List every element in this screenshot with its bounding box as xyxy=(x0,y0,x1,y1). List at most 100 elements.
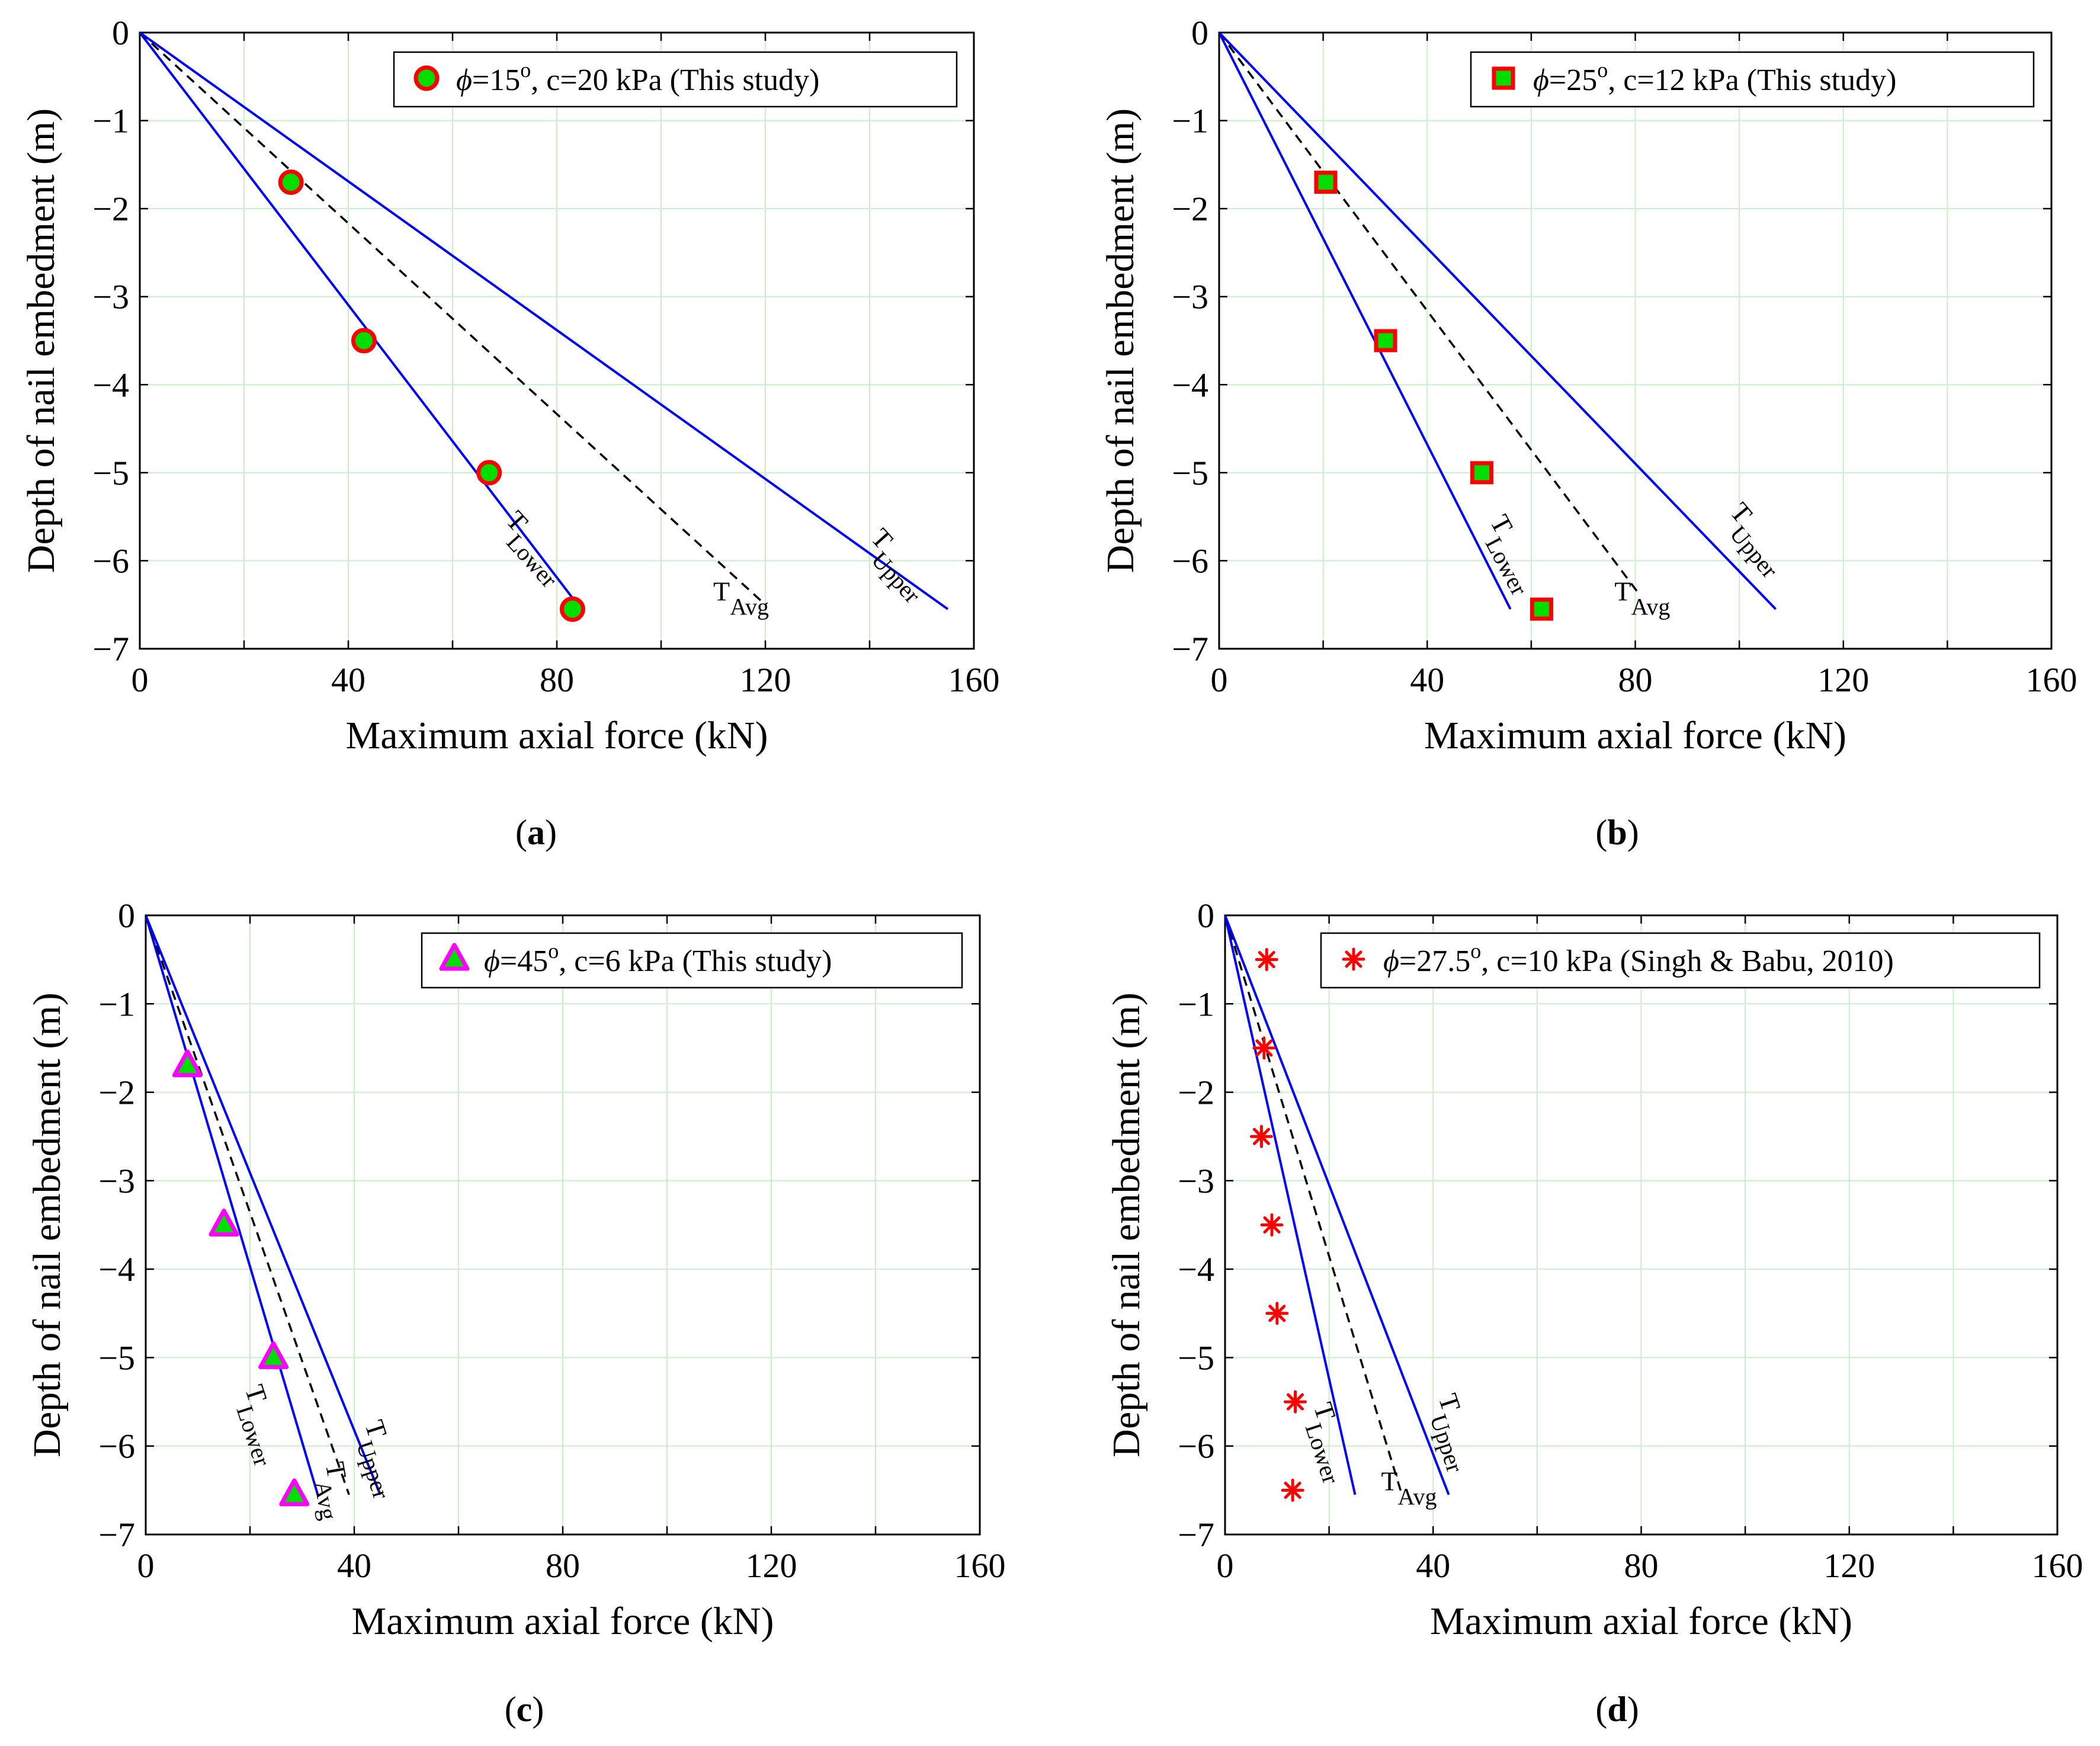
data-point xyxy=(1314,171,1338,194)
phi-symbol: ϕ xyxy=(1383,944,1399,978)
curve-label-upper: TUpper xyxy=(1714,496,1796,583)
data-point xyxy=(1492,66,1515,90)
caption-open: ( xyxy=(1595,813,1607,852)
series-line-avg xyxy=(1225,915,1403,1495)
y-tick-label: −2 xyxy=(1178,1074,1214,1112)
y-tick-label: 0 xyxy=(1197,896,1214,935)
y-axis-label: Depth of nail embedment (m) xyxy=(1105,992,1148,1457)
caption-letter: a xyxy=(527,813,545,852)
caption-letter: c xyxy=(517,1690,533,1729)
x-tick-label: 80 xyxy=(1624,1546,1659,1585)
legend-pre: =45 xyxy=(500,944,548,978)
data-point xyxy=(1249,1125,1273,1148)
data-point xyxy=(559,596,585,622)
x-tick-label: 40 xyxy=(331,661,366,699)
data-point xyxy=(1252,1036,1276,1060)
curve-label-main: T xyxy=(320,1459,352,1481)
panel-caption-c: (c) xyxy=(505,1690,544,1729)
data-point xyxy=(1255,948,1278,972)
curve-label-main: T xyxy=(1381,1466,1397,1496)
x-tick-label: 160 xyxy=(2032,1546,2083,1585)
y-tick-label: −3 xyxy=(92,278,129,316)
caption-open: ( xyxy=(505,1690,517,1729)
asterisk-stroke xyxy=(1268,1305,1286,1322)
data-point xyxy=(258,1341,289,1369)
data-point xyxy=(1374,329,1397,353)
y-tick-label: −4 xyxy=(1178,1250,1214,1289)
curve-label-sub: Avg xyxy=(1398,1483,1437,1510)
curve-label-sub: Avg xyxy=(309,1479,342,1522)
asterisk-stroke xyxy=(1252,1127,1270,1145)
y-tick-label: −1 xyxy=(1178,985,1214,1023)
panel-a: 0 40 80 120 160 0 −1 −2 −3 −4 −5 −6 −7 Maximum axial … xyxy=(20,14,1000,852)
data-point xyxy=(172,1049,203,1078)
panel-caption-d: (d) xyxy=(1595,1690,1639,1729)
y-tick-label: −7 xyxy=(1172,630,1208,668)
legend-label: ϕ=25o, c=12 kPa (This study) xyxy=(1533,58,1896,97)
legend-post: , c=12 kPa (This study) xyxy=(1608,63,1896,97)
x-tick-label: 40 xyxy=(337,1546,371,1585)
legend-c: ϕ=45o, c=6 kPa (This study) xyxy=(421,932,963,989)
data-point xyxy=(1470,461,1493,485)
curve-label-main: T xyxy=(1614,576,1631,606)
grid-d xyxy=(1225,915,2057,1534)
data-point xyxy=(413,65,440,91)
y-tick-label: −6 xyxy=(92,542,129,580)
y-tick-label: −3 xyxy=(1172,278,1208,316)
y-tick-label: −2 xyxy=(92,190,129,228)
caption-open: ( xyxy=(1595,1690,1607,1729)
curve-label-sub: Lower xyxy=(1300,1420,1345,1487)
caption-letter: d xyxy=(1607,1690,1627,1729)
curve-label-avg: TAvg xyxy=(1614,576,1670,620)
legend-label: ϕ=45o, c=6 kPa (This study) xyxy=(484,939,832,978)
phi-symbol: ϕ xyxy=(484,944,500,978)
caption-close: ) xyxy=(545,813,557,852)
legend-a: ϕ=15o, c=20 kPa (This study) xyxy=(393,51,958,108)
legend-pre: =27.5 xyxy=(1399,944,1470,978)
series-line-upper xyxy=(1225,915,1450,1495)
data-point xyxy=(1281,1478,1304,1502)
x-tick-label: 40 xyxy=(1410,661,1444,699)
y-tick-label: −2 xyxy=(1172,190,1208,228)
x-tick-label: 0 xyxy=(137,1546,155,1585)
curve-label-avg: TAvg xyxy=(713,576,769,620)
data-point xyxy=(1265,1302,1289,1325)
legend-box xyxy=(421,932,963,989)
legend-pre: =25 xyxy=(1549,63,1597,97)
panel-caption-b: (b) xyxy=(1595,813,1639,852)
y-tick-label: −6 xyxy=(1178,1427,1214,1466)
caption-letter: b xyxy=(1607,813,1627,852)
caption-open: ( xyxy=(515,813,527,852)
grid-b xyxy=(1219,33,2051,649)
y-tick-label: −7 xyxy=(1178,1516,1214,1554)
x-axis-label: Maximum axial force (kN) xyxy=(1424,714,1846,757)
y-tick-label: −5 xyxy=(1178,1338,1214,1377)
series-line-avg xyxy=(1219,33,1641,597)
legend-sup: o xyxy=(548,939,559,963)
legend-b: ϕ=25o, c=12 kPa (This study) xyxy=(1470,51,2035,108)
y-tick-label: −2 xyxy=(98,1074,135,1112)
phi-symbol: ϕ xyxy=(456,63,472,97)
grid-c xyxy=(146,915,980,1534)
plot-area-b xyxy=(1219,33,1777,610)
curve-label-sub: Upper xyxy=(866,546,925,608)
legend-post: , c=20 kPa (This study) xyxy=(531,63,819,97)
y-tick-label: −6 xyxy=(1172,542,1208,580)
data-points-c xyxy=(172,1049,310,1507)
curve-label-sub: Upper xyxy=(1724,521,1783,584)
legend-label: ϕ=27.5o, c=10 kPa (Singh & Babu, 2010) xyxy=(1383,939,1894,978)
series-line-lower xyxy=(1225,915,1357,1495)
curve-label-avg: TAvg xyxy=(1381,1466,1437,1510)
x-tick-label: 80 xyxy=(1618,661,1653,699)
x-tick-label: 40 xyxy=(1416,1546,1450,1585)
curve-label-upper: TUpper xyxy=(855,523,938,608)
data-points-d xyxy=(1249,948,1307,1502)
y-tick-label: −5 xyxy=(92,454,129,492)
x-tick-label: 120 xyxy=(746,1546,797,1585)
y-axis-label: Depth of nail embedment (m) xyxy=(25,992,69,1457)
y-tick-label: −3 xyxy=(1178,1162,1214,1200)
data-point xyxy=(1284,1390,1307,1414)
asterisk-stroke xyxy=(1284,1481,1301,1499)
x-tick-label: 0 xyxy=(1211,661,1228,699)
